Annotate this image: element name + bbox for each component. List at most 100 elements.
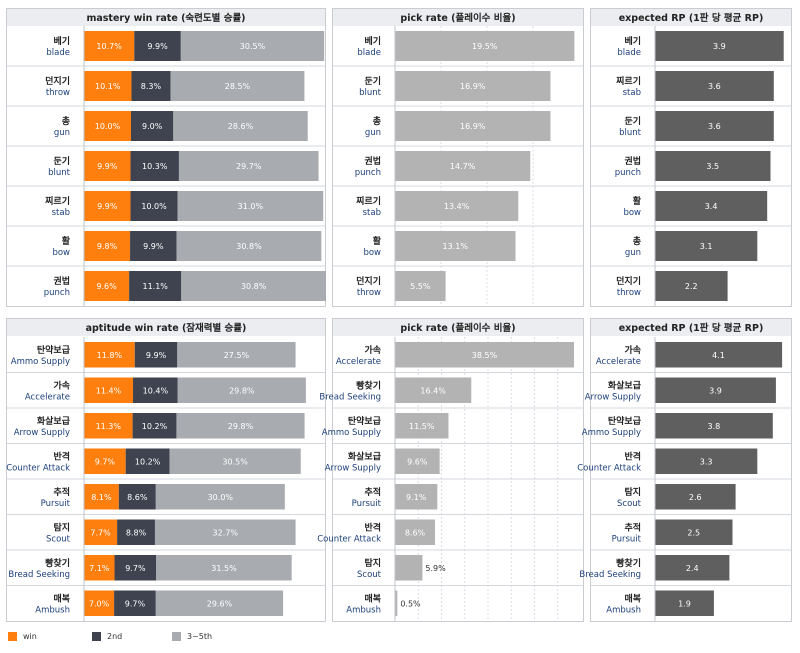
panel1-bar-label-win: 9.9% <box>97 202 118 211</box>
panel6-bar-label: 3.3 <box>700 457 713 466</box>
panel5-category-label-en: Ammo Supply <box>322 428 381 438</box>
panel3-category-label-en: punch <box>615 168 641 178</box>
panel5-bar <box>395 484 438 510</box>
legend-swatch-win <box>8 631 17 641</box>
panel5-frame <box>332 318 584 622</box>
panel4-category-label-ko: 가속 <box>53 379 70 391</box>
panel4-title-band <box>7 319 325 336</box>
panel4-bar-label-win: 7.0% <box>89 599 110 608</box>
panel1-bar-label-3-5th: 28.5% <box>225 82 251 91</box>
panel5-category-label-ko: 가속 <box>364 344 381 356</box>
panel6-category-label-en: Bread Seeking <box>579 570 641 580</box>
panel4-bar-label-win: 7.7% <box>90 528 111 537</box>
panel1-bar-label-win: 9.6% <box>96 282 117 291</box>
panel5-category-label-ko: 탄약보급 <box>348 415 382 427</box>
panel6-category-label-en: Pursuit <box>612 534 642 544</box>
panel1-bar-win <box>84 71 132 101</box>
panel5-bar-label: 11.5% <box>409 422 435 431</box>
panel4-bar-3-5th <box>176 413 305 439</box>
panel3-bar <box>655 151 771 181</box>
panel6-category-label-ko: 화살보급 <box>608 379 642 391</box>
panel2-bar-label: 5.5% <box>410 282 431 291</box>
panel6-bar-label: 2.6 <box>689 493 702 502</box>
panel1-bar-label-win: 10.0% <box>95 122 121 131</box>
panel1-category-label-en: stab <box>52 208 70 218</box>
panel1-bar-win <box>84 111 131 141</box>
panel3-category-label-ko: 권법 <box>624 155 641 167</box>
panel5-bar-label: 9.1% <box>406 493 427 502</box>
panel1-bar-2nd <box>130 231 177 261</box>
panel4-bar-3-5th <box>177 377 306 403</box>
panel1-bar-2nd <box>131 111 174 141</box>
panel1-bar-label-3-5th: 28.6% <box>228 122 254 131</box>
panel1-bar-label-3-5th: 29.7% <box>236 162 262 171</box>
panel6-bar-label: 2.4 <box>686 564 699 573</box>
panel6-bar <box>655 590 714 616</box>
panel2-category-label-ko: 둔기 <box>364 75 381 87</box>
panel4-bar-2nd <box>114 590 156 616</box>
panel4-category-label-en: Arrow Supply <box>14 428 70 438</box>
panel5-category-label-en: Pursuit <box>352 499 382 509</box>
panel1-bar-label-3-5th: 30.8% <box>241 282 267 291</box>
panel4-bar-label-win: 11.3% <box>96 422 122 431</box>
panel5-bar <box>395 377 472 403</box>
panel6-bar <box>655 342 783 368</box>
panel6-bar <box>655 519 733 545</box>
panel5-bar-label: 9.6% <box>407 457 428 466</box>
panel4-category-label-ko: 추적 <box>53 486 70 498</box>
panel3-category-label-en: bow <box>623 208 641 218</box>
panel1-bar-2nd <box>131 71 171 101</box>
panel6-bar <box>655 448 758 474</box>
panel6-bar <box>655 555 730 581</box>
panel1-bar-3-5th <box>176 231 322 261</box>
panel3-category-label-ko: 총 <box>633 235 641 247</box>
panel1-bar-win <box>84 151 131 181</box>
panel4-bar-2nd <box>133 377 178 403</box>
panel4-category-label-en: Counter Attack <box>6 463 70 473</box>
panel3-bar <box>655 31 784 61</box>
panel3-category-label-en: blade <box>617 48 641 58</box>
panel4-bar-label-3-5th: 27.5% <box>224 351 250 360</box>
panel4-bar-win <box>84 377 134 403</box>
panel6-category-label-en: Scout <box>617 499 642 509</box>
panel2-category-label-en: gun <box>365 128 381 138</box>
panel4-category-label-ko: 반격 <box>53 450 70 462</box>
panel4-bar-3-5th <box>155 590 284 616</box>
panel1-bar-win <box>84 231 131 261</box>
panel2-bar <box>395 231 516 261</box>
panel1-category-label-en: bow <box>52 248 70 258</box>
panel5-category-label-ko: 반격 <box>364 521 381 533</box>
panel4-bar-win <box>84 519 118 545</box>
panel4-bar-3-5th <box>155 484 285 510</box>
panel4-category-label-en: Ambush <box>35 605 70 615</box>
panel1-bar-label-2nd: 9.9% <box>143 242 164 251</box>
panel6-bar <box>655 484 736 510</box>
panel4-bar-label-2nd: 10.4% <box>143 386 169 395</box>
panel4-bar-win <box>84 555 115 581</box>
panel2-category-label-en: punch <box>355 168 381 178</box>
panel3-category-label-en: blunt <box>619 128 642 138</box>
panel5-bar-label: 16.4% <box>420 386 446 395</box>
legend-item-3-5th: 3~5th <box>172 629 212 643</box>
panel6-category-label-en: Accelerate <box>596 357 641 367</box>
panel4-bar-2nd <box>117 519 155 545</box>
panel5-category-label-en: Counter Attack <box>317 534 381 544</box>
panel6-category-label-en: Ammo Supply <box>582 428 641 438</box>
panel5-bar <box>395 519 435 545</box>
panel2-bar <box>395 31 575 61</box>
panel4-bar-label-2nd: 10.2% <box>142 422 168 431</box>
panel1-bar-2nd <box>134 31 181 61</box>
panel6-title: expected RP (1판 당 평균 RP) <box>619 322 764 334</box>
panel6-bar-label: 3.9 <box>709 386 722 395</box>
panel4-bar-label-3-5th: 30.0% <box>208 493 234 502</box>
panel1-bar-label-win: 10.1% <box>95 82 121 91</box>
panel4-category-label-ko: 화살보급 <box>37 415 71 427</box>
panel1-category-label-en: blunt <box>48 168 71 178</box>
panel4-category-label-en: Accelerate <box>25 392 70 402</box>
panel2-bar <box>395 111 551 141</box>
panel4-bar-label-2nd: 9.9% <box>146 351 167 360</box>
panel1-bar-label-2nd: 10.3% <box>142 162 168 171</box>
legend-label-3-5th: 3~5th <box>187 631 213 641</box>
panel3-bar-label: 3.1 <box>700 242 713 251</box>
panel4-bar-3-5th <box>169 448 301 474</box>
